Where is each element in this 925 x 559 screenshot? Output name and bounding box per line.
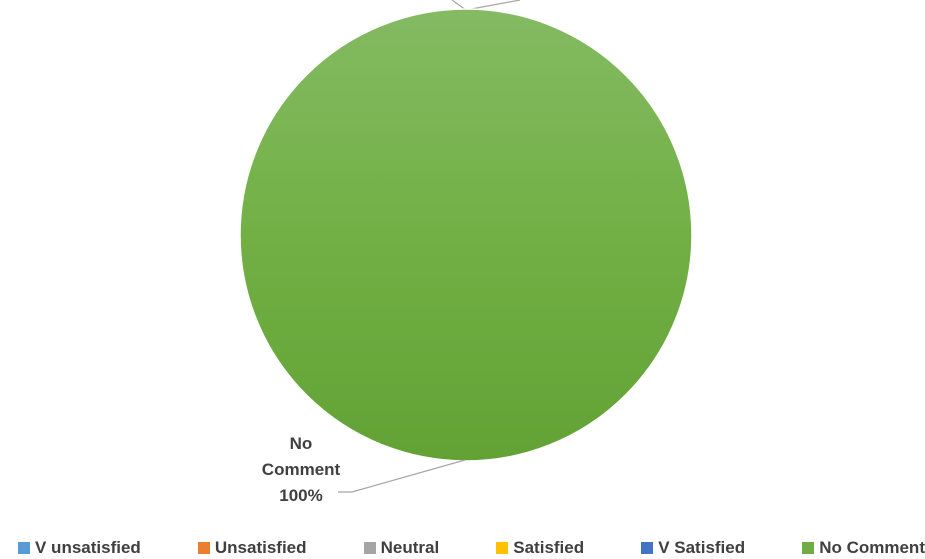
legend-label: Neutral — [380, 537, 440, 557]
legend: V unsatisfied Unsatisfied Neutral Satisf… — [18, 536, 925, 559]
data-label-line2: Comment — [261, 460, 341, 479]
legend-item-neutral: Neutral — [363, 537, 440, 558]
legend-item-unsatisfied: Unsatisfied — [197, 537, 307, 558]
legend-swatch — [363, 541, 376, 554]
legend-label: Unsatisfied — [214, 537, 307, 557]
legend-label: Satisfied — [513, 537, 585, 557]
legend-label: No Comment — [819, 537, 925, 557]
pie-slice-no-comment — [239, 8, 693, 462]
legend-swatch — [197, 541, 210, 554]
legend-item-v-unsatisfied: V unsatisfied — [18, 538, 141, 558]
legend-swatch — [641, 541, 654, 554]
legend-swatch — [18, 541, 30, 554]
legend-swatch — [802, 541, 815, 554]
data-label-percent: 100% — [279, 486, 323, 505]
legend-item-no-comment: No Comment — [802, 538, 925, 558]
legend-item-v-satisfied: V Satisfied — [641, 538, 745, 558]
leader-line-no-comment — [338, 459, 466, 493]
legend-label: V Satisfied — [658, 537, 746, 557]
legend-label: V unsatisfied — [35, 537, 141, 557]
legend-item-satisfied: Satisfied — [496, 538, 584, 558]
legend-swatch — [496, 541, 509, 554]
data-label-line1: No — [289, 434, 313, 453]
leader-line-zero-right — [465, 0, 521, 11]
data-label-no-comment: No Comment 100% — [246, 431, 356, 509]
